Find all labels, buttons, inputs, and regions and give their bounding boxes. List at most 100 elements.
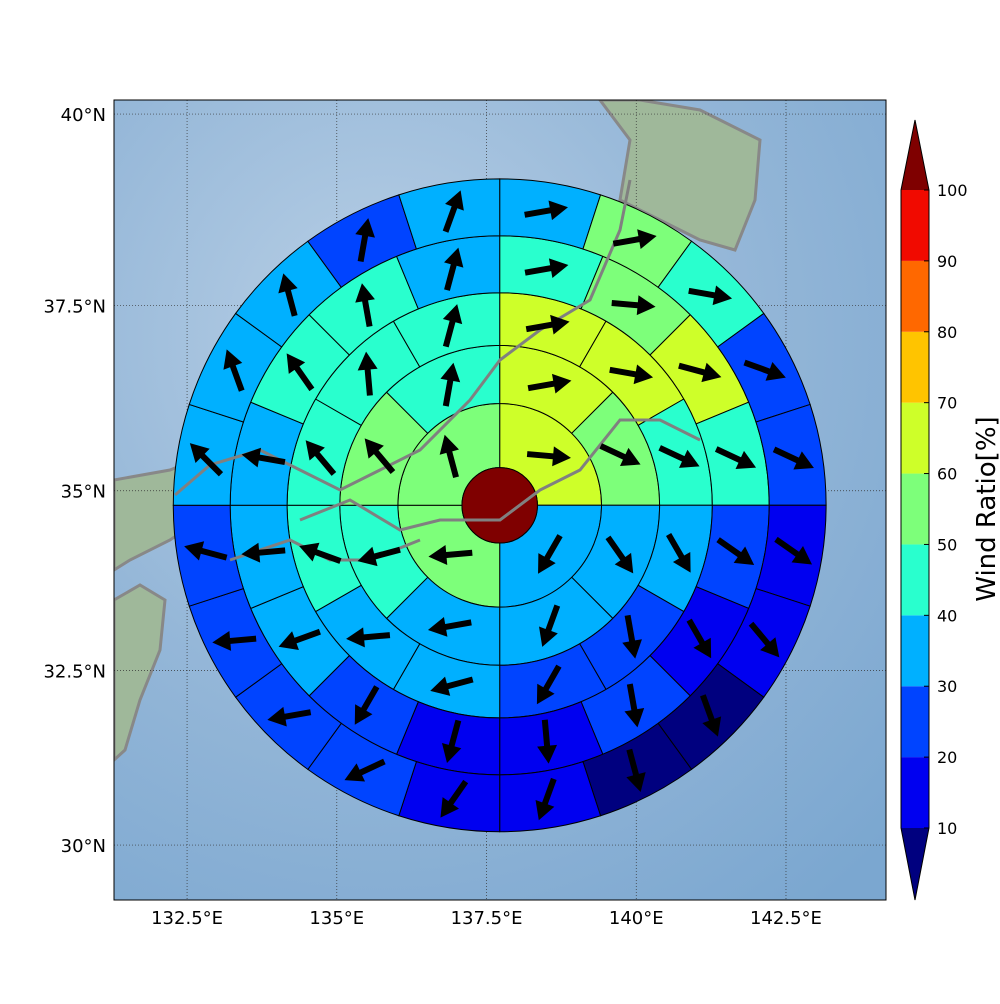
colorbar-tick-label: 40: [937, 606, 957, 625]
wind-arrow: [439, 434, 459, 478]
y-tick-label: 32.5°N: [43, 661, 106, 682]
colorbar-tick-label: 70: [937, 394, 957, 413]
wind-arrow: [357, 546, 401, 567]
wind-arrow: [527, 373, 572, 394]
wind-arrow: [536, 664, 562, 705]
wind-arrow: [535, 777, 557, 821]
polar-grid: [172, 178, 827, 833]
wind-arrow: [666, 532, 691, 573]
wind-arrow: [714, 446, 757, 470]
land: [598, 100, 762, 252]
wind-arrow: [626, 748, 646, 793]
y-tick-label: 37.5°N: [43, 297, 106, 318]
wind-arrow: [430, 676, 474, 696]
colorbar-tick-label: 90: [937, 252, 957, 271]
wind-arrow: [241, 542, 286, 563]
wind-arrow: [612, 229, 657, 249]
y-tick-label: 30°N: [61, 836, 106, 857]
wind-arrow: [305, 440, 337, 476]
wind-arrow: [748, 621, 780, 658]
wind-arrow: [189, 443, 224, 477]
colorbar-label: Wind Ratio[%]: [972, 416, 1000, 601]
colorbar-patch: [901, 473, 929, 545]
wind-arrow: [444, 247, 464, 291]
colorbar-patch: [901, 402, 929, 474]
center-cell: [461, 467, 538, 544]
wind-arrow: [357, 351, 378, 396]
wind-arrow: [223, 349, 245, 392]
wind-arrow: [428, 545, 473, 565]
axes: 132.5°E 135°E 137.5°E 140°E 142.5°E 30°N 32.5°…: [43, 105, 821, 929]
wind-arrow: [355, 218, 375, 263]
colorbar-under: [901, 828, 929, 900]
wind-arrow: [599, 443, 641, 466]
wind-arrow: [658, 445, 700, 468]
land: [114, 583, 167, 763]
x-tick-label: 140°E: [609, 908, 664, 929]
wind-arrow: [537, 719, 558, 764]
y-tick-label: 40°N: [61, 105, 106, 126]
wind-arrow: [344, 758, 386, 782]
colorbar-tick-label: 20: [937, 748, 957, 767]
wind-arrow: [622, 614, 642, 659]
wind-arrow: [346, 627, 391, 648]
wind-arrow: [267, 706, 312, 727]
y-tick-label: 35°N: [61, 482, 106, 503]
colorbar-patch: [901, 331, 929, 403]
wind-arrow: [278, 273, 298, 317]
wind-arrow: [605, 535, 634, 574]
wind-arrow: [716, 537, 755, 565]
wind-arrow: [686, 618, 712, 659]
wind-arrow: [355, 283, 375, 328]
wind-arrow: [212, 630, 257, 651]
wind-arrow: [688, 285, 733, 306]
colorbar-tick-label: 50: [937, 535, 957, 554]
x-tick-label: 132.5°E: [151, 908, 223, 929]
wind-arrow: [611, 295, 656, 316]
colorbar-patch: [901, 544, 929, 616]
wind-arrow: [539, 604, 561, 647]
wind-arrow: [299, 542, 342, 564]
wind-arrow: [184, 541, 228, 561]
colorbar-patch: [901, 686, 929, 758]
wind-arrow: [524, 258, 569, 279]
wind-arrow: [774, 536, 813, 565]
colorbar-tick-label: 60: [937, 465, 957, 484]
colorbar-tick-label: 30: [937, 677, 957, 696]
wind-arrow: [678, 362, 722, 383]
wind-arrow: [354, 685, 380, 725]
wind-arrow: [440, 362, 461, 407]
wind-arrows: [184, 190, 814, 821]
wind-arrow: [624, 683, 645, 728]
map-frame: [113, 99, 887, 901]
x-tick-label: 142.5°E: [750, 908, 822, 929]
wind-arrow: [525, 314, 570, 335]
wind-arrow: [442, 190, 464, 233]
wind-arrow: [364, 438, 396, 475]
colorbar: 10 20 30 40 50 60 70 80 90 100 Wind Ratio[%]: [900, 119, 1000, 901]
wind-arrow: [772, 446, 814, 470]
wind-arrow: [609, 364, 654, 385]
wind-arrow: [524, 200, 568, 221]
wind-arrow: [427, 617, 472, 637]
colorbar-patch: [901, 190, 929, 261]
colorbar-patch: [901, 757, 929, 828]
wind-arrow: [700, 694, 722, 737]
colorbar-patch: [901, 615, 929, 687]
wind-arrow: [241, 447, 286, 468]
wind-arrow: [743, 359, 786, 381]
wind-arrow: [278, 628, 321, 651]
x-tick-label: 137.5°E: [451, 908, 523, 929]
colorbar-tick-label: 80: [937, 323, 957, 342]
colorbar-tick-label: 10: [937, 819, 957, 838]
x-tick-label: 135°E: [309, 908, 364, 929]
wind-arrow: [526, 446, 571, 467]
colorbar-over: [901, 120, 929, 190]
wind-arrow: [538, 534, 563, 574]
wind-arrow: [440, 779, 469, 818]
wind-arrow: [442, 304, 463, 348]
colorbar-patch: [901, 260, 929, 332]
wind-arrow: [286, 353, 315, 392]
wind-arrow: [441, 719, 462, 763]
